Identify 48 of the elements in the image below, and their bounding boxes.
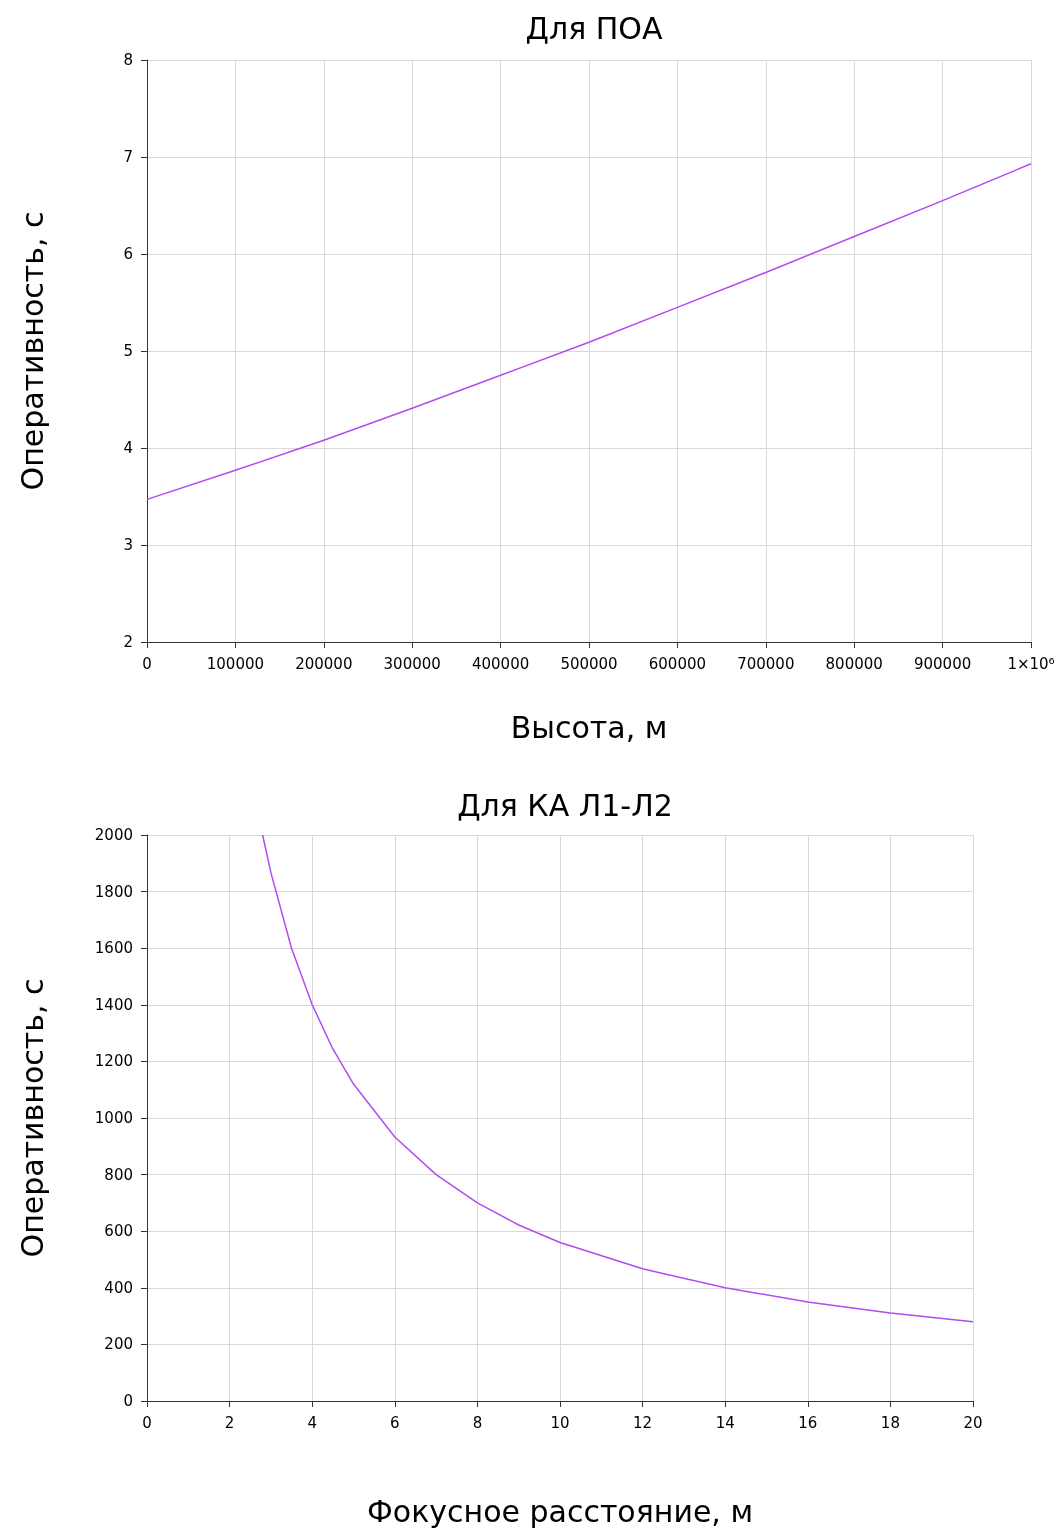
x-tick-label: 14	[715, 1413, 735, 1432]
y-tick-label: 7	[123, 148, 133, 166]
x-tick-label: 600000	[648, 654, 707, 673]
x-tick-label: 700000	[737, 654, 795, 673]
y-tick-label: 400	[104, 1278, 133, 1297]
y-tick-label: 2000	[94, 826, 133, 844]
y-tick-label: 8	[123, 51, 133, 69]
chart-title: Для ПОА	[525, 10, 663, 46]
x-tick-label: 1×10⁶	[1007, 654, 1055, 673]
line-series	[261, 834, 974, 1323]
y-tick-label: 600	[104, 1222, 133, 1241]
x-tick-label: 4	[307, 1413, 317, 1432]
x-tick-label: 400000	[471, 654, 530, 673]
y-tick-label: 1800	[94, 882, 133, 901]
x-tick-label: 100000	[206, 654, 265, 673]
x-tick-label: 6	[390, 1413, 400, 1432]
y-tick-label: 0	[123, 1392, 133, 1410]
x-tick-label: 8	[472, 1413, 483, 1432]
x-tick-label: 10	[550, 1413, 570, 1432]
x-tick-label: 900000	[913, 654, 972, 673]
y-tick-label: 6	[123, 245, 133, 263]
y-tick-label: 1600	[94, 939, 133, 958]
x-tick-label: 500000	[560, 654, 618, 673]
y-tick-label: 2	[123, 633, 133, 651]
x-tick-label: 0	[142, 654, 152, 673]
y-tick-label: 1200	[94, 1052, 133, 1071]
x-tick-label: 800000	[825, 654, 883, 673]
y-tick-label: 4	[123, 439, 133, 457]
y-tick-label: 800	[104, 1165, 133, 1184]
y-tick-label: 3	[123, 536, 133, 554]
x-axis-title: Высота, м	[510, 709, 668, 745]
line-series	[146, 163, 1032, 501]
x-tick-label: 300000	[383, 654, 441, 673]
y-tick-label: 1000	[94, 1109, 133, 1127]
chart-title: Для КА Л1-Л2	[457, 787, 673, 823]
y-axis-title: Оперативность, с	[14, 211, 50, 491]
y-tick-label: 1400	[94, 995, 133, 1014]
x-tick-label: 0	[142, 1413, 152, 1432]
x-tick-label: 16	[798, 1413, 818, 1432]
x-tick-label: 12	[633, 1413, 653, 1432]
y-tick-label: 5	[123, 342, 133, 360]
x-tick-label: 18	[880, 1413, 900, 1432]
y-tick-label: 200	[104, 1335, 133, 1354]
x-tick-label: 2	[224, 1413, 235, 1432]
x-axis-title: Фокусное расстояние, м	[366, 1493, 754, 1529]
y-axis-title: Оперативность, с	[14, 978, 50, 1258]
x-tick-label: 20	[963, 1413, 983, 1432]
x-tick-label: 200000	[295, 654, 353, 673]
